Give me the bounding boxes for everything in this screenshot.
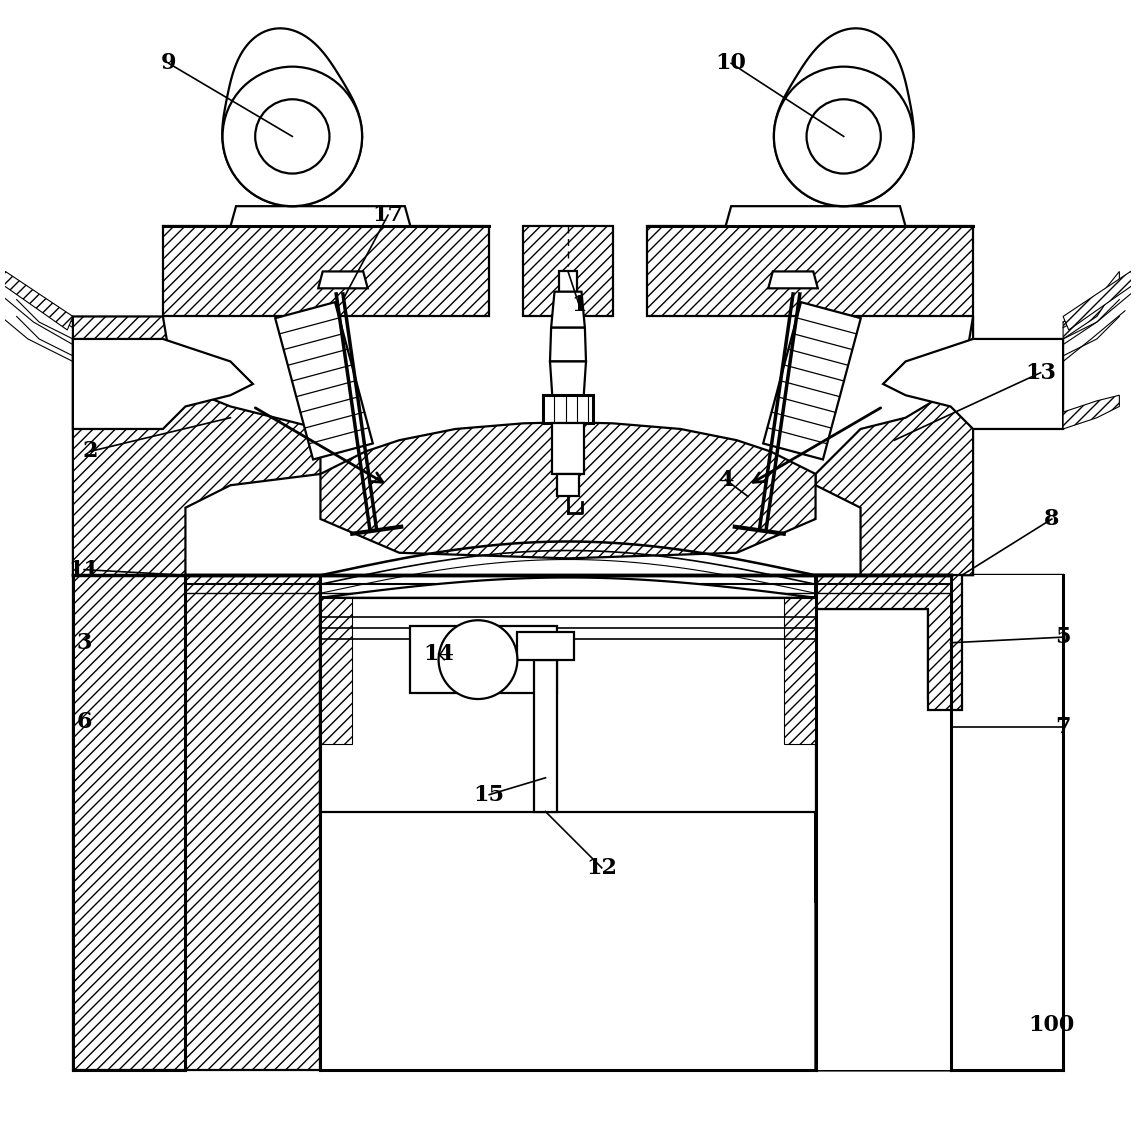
Polygon shape [816, 575, 962, 711]
Circle shape [223, 67, 362, 206]
Text: 17: 17 [373, 204, 403, 227]
Polygon shape [543, 395, 593, 423]
Polygon shape [883, 338, 1063, 429]
Text: 100: 100 [1029, 1014, 1075, 1037]
Polygon shape [816, 575, 1063, 1070]
Polygon shape [162, 227, 490, 317]
Polygon shape [320, 578, 816, 598]
Polygon shape [73, 317, 320, 575]
Text: 12: 12 [586, 857, 617, 879]
Polygon shape [774, 28, 913, 206]
Polygon shape [320, 422, 816, 558]
Polygon shape [73, 338, 253, 429]
Polygon shape [816, 317, 974, 575]
Polygon shape [768, 272, 818, 289]
Text: 4: 4 [718, 468, 733, 491]
Text: 15: 15 [474, 784, 504, 805]
Circle shape [807, 99, 880, 174]
Polygon shape [646, 227, 974, 317]
Polygon shape [1063, 272, 1136, 331]
Polygon shape [551, 292, 585, 328]
Text: 3: 3 [76, 632, 92, 654]
Text: 7: 7 [1055, 716, 1071, 738]
Text: 5: 5 [1055, 626, 1071, 649]
Polygon shape [726, 206, 905, 227]
Polygon shape [1063, 272, 1119, 338]
Polygon shape [410, 626, 557, 694]
Polygon shape [523, 227, 613, 317]
Polygon shape [320, 598, 352, 744]
Text: 11: 11 [68, 558, 100, 581]
Circle shape [774, 67, 913, 206]
Polygon shape [275, 302, 373, 459]
Polygon shape [816, 575, 962, 711]
Circle shape [256, 99, 329, 174]
Polygon shape [517, 632, 574, 660]
Circle shape [438, 620, 517, 699]
Text: 13: 13 [1025, 362, 1056, 384]
Text: 14: 14 [424, 643, 454, 666]
Polygon shape [550, 361, 586, 395]
Polygon shape [816, 575, 951, 699]
Polygon shape [816, 575, 1063, 1070]
Polygon shape [816, 575, 1063, 1070]
Text: 2: 2 [82, 440, 98, 462]
Polygon shape [0, 272, 73, 331]
Polygon shape [1063, 395, 1119, 429]
Text: 1: 1 [571, 294, 587, 316]
Polygon shape [552, 423, 584, 474]
Polygon shape [559, 272, 577, 292]
Text: 10: 10 [716, 52, 746, 74]
Polygon shape [231, 206, 410, 227]
Polygon shape [557, 474, 579, 496]
Text: 6: 6 [76, 711, 92, 732]
Polygon shape [318, 272, 368, 289]
Polygon shape [73, 575, 320, 1070]
Polygon shape [784, 598, 816, 744]
Polygon shape [816, 575, 1063, 1070]
Polygon shape [534, 660, 557, 811]
Text: 9: 9 [161, 52, 176, 74]
Polygon shape [223, 28, 362, 206]
Polygon shape [763, 302, 861, 459]
Polygon shape [550, 328, 586, 361]
Text: 8: 8 [1044, 508, 1060, 530]
Polygon shape [320, 598, 816, 811]
